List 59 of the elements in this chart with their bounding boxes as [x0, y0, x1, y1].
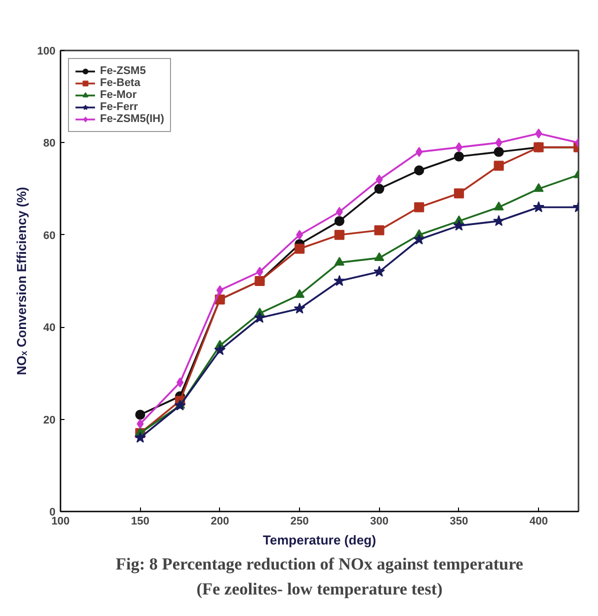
point [374, 266, 385, 277]
x-tick-label: 350 [450, 516, 468, 528]
point [414, 165, 424, 176]
point [453, 220, 465, 231]
point [254, 312, 266, 323]
point [176, 377, 184, 388]
point [535, 128, 542, 138]
point [454, 188, 464, 198]
point [414, 202, 424, 212]
point [493, 215, 505, 226]
legend-label: Fe-Mor [100, 89, 137, 101]
y-tick-label: 20 [43, 414, 56, 426]
point [374, 225, 384, 236]
point [214, 344, 226, 356]
y-tick-label: 60 [43, 230, 56, 242]
legend-label: Fe-ZSM5 [100, 65, 146, 77]
x-tick-label: 250 [290, 516, 309, 528]
point [374, 252, 384, 262]
point [494, 202, 504, 210]
point [416, 146, 423, 157]
point [413, 234, 425, 244]
legend-label: Fe-ZSM5(IH) [100, 113, 164, 125]
x-tick-label: 100 [51, 516, 70, 528]
y-tick-label: 80 [43, 138, 56, 150]
point [374, 184, 384, 194]
point [294, 244, 305, 254]
point [454, 152, 464, 162]
point [334, 216, 344, 226]
legend-label: Fe-Beta [100, 77, 140, 89]
text: (Fe zeolites- low temperature test) [196, 580, 443, 598]
point [134, 432, 146, 443]
point [136, 418, 144, 429]
point [532, 201, 544, 212]
point [256, 266, 264, 277]
point [495, 138, 502, 148]
point [294, 289, 305, 298]
x-axis-title: Temperature (deg) [262, 532, 376, 548]
point [494, 160, 504, 171]
point [294, 302, 306, 314]
point [534, 183, 544, 192]
x-tick-label: 150 [131, 516, 150, 528]
x-tick-label: 200 [210, 516, 230, 528]
point [135, 410, 146, 420]
point [334, 256, 344, 266]
y-tick-label: 100 [37, 46, 56, 58]
point [455, 142, 462, 152]
point [216, 285, 224, 296]
point [334, 230, 344, 240]
point [296, 230, 304, 240]
y-axis-title: NOₓ Conversion Efficiency (%) [14, 186, 30, 376]
legend-label: Fe-Ferr [100, 101, 138, 113]
point [334, 275, 346, 286]
y-tick-label: 40 [43, 322, 56, 334]
point [376, 174, 383, 185]
text: Fig: 8 Percentage reduction of NOx against temperature [116, 554, 524, 574]
x-tick-label: 400 [529, 516, 548, 528]
x-tick-label: 300 [370, 516, 388, 528]
point [336, 206, 343, 217]
point [494, 146, 504, 157]
